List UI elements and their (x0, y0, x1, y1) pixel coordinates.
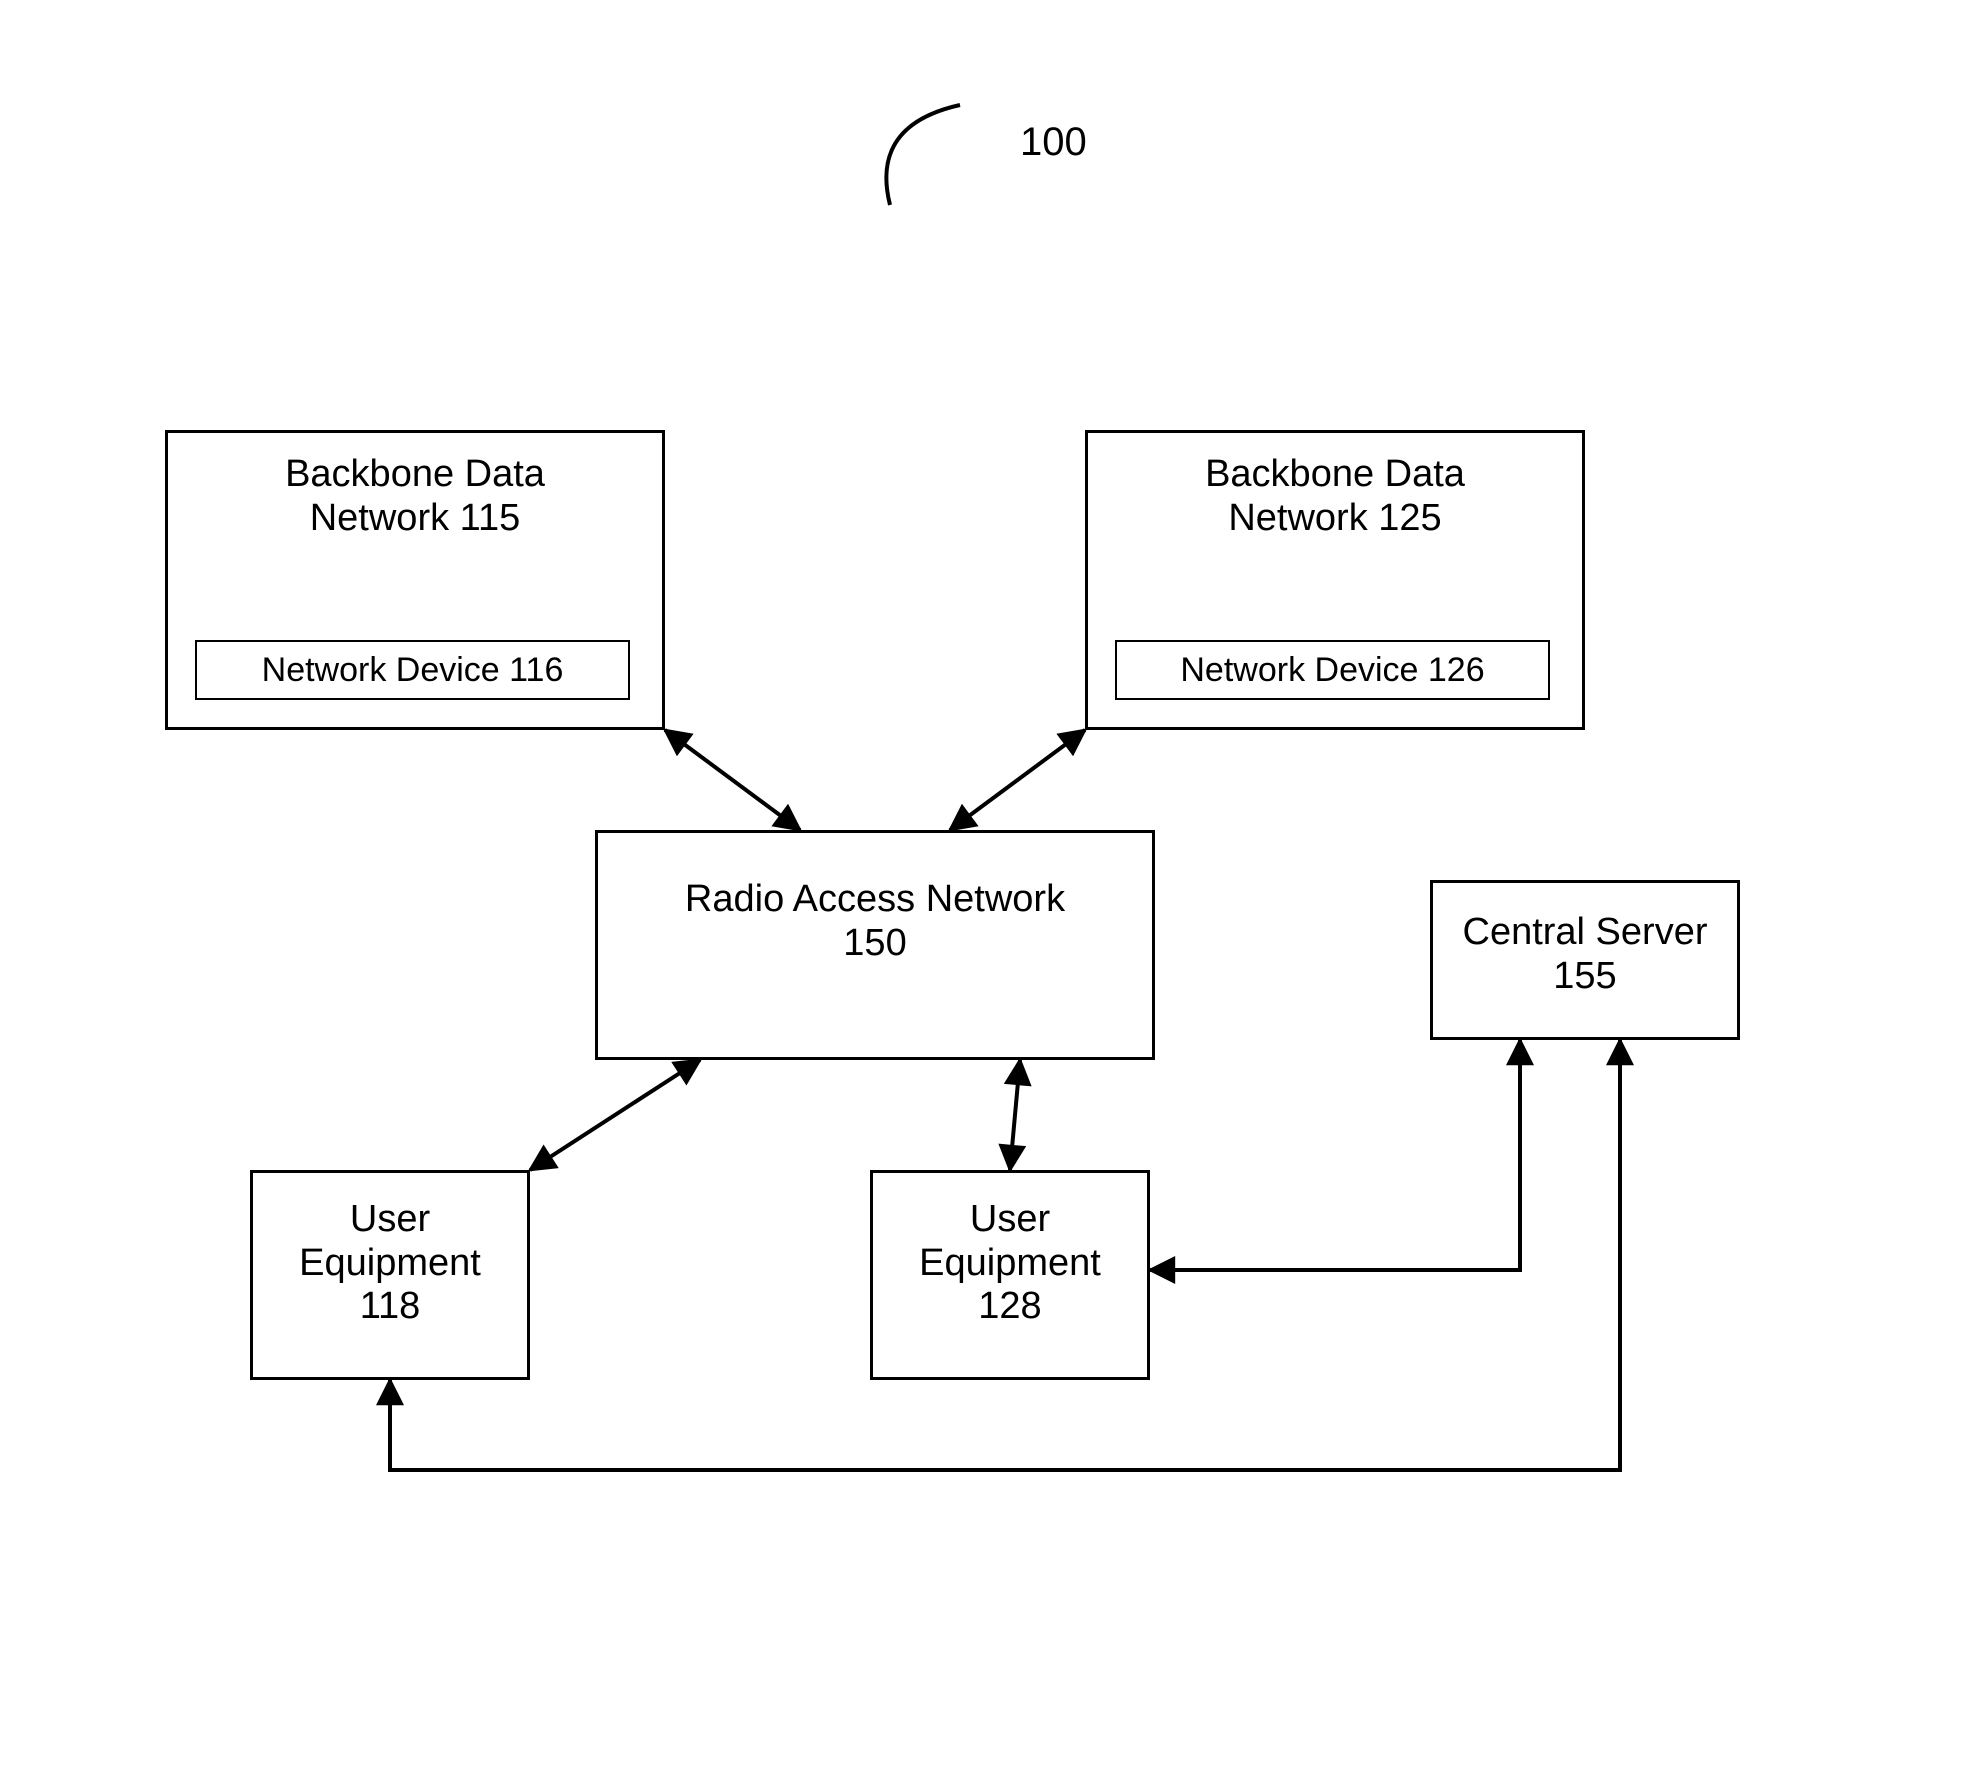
bdn-left-line2: Network 115 (310, 497, 521, 539)
node-central-server: Central Server 155 (1430, 880, 1740, 1040)
ue-left-line1: User (350, 1198, 430, 1240)
edge-4 (1150, 1040, 1520, 1270)
nd-left-label: Network Device 116 (262, 651, 564, 690)
cs-line2: 155 (1553, 955, 1616, 997)
edge-1 (950, 730, 1085, 830)
figure-curve (886, 105, 960, 205)
diagram-canvas: 100 Backbone Data Network 115 Network De… (0, 0, 1966, 1778)
edge-3 (1010, 1060, 1020, 1170)
ue-right-line3: 128 (978, 1285, 1041, 1327)
nd-right-label: Network Device 126 (1180, 651, 1484, 690)
ue-left-line2: Equipment (299, 1242, 481, 1284)
bdn-right-line2: Network 125 (1228, 497, 1441, 539)
bdn-right-line1: Backbone Data (1205, 453, 1465, 495)
figure-number: 100 (1020, 120, 1087, 165)
ran-line2: 150 (843, 922, 906, 964)
ran-line1: Radio Access Network (685, 878, 1065, 920)
node-ran: Radio Access Network 150 (595, 830, 1155, 1060)
ue-left-line3: 118 (360, 1285, 421, 1327)
node-ue-right: User Equipment 128 (870, 1170, 1150, 1380)
node-network-device-right: Network Device 126 (1115, 640, 1550, 700)
node-ue-left: User Equipment 118 (250, 1170, 530, 1380)
ue-right-line1: User (970, 1198, 1050, 1240)
edge-2 (530, 1060, 700, 1170)
ue-right-line2: Equipment (919, 1242, 1101, 1284)
cs-line1: Central Server (1463, 911, 1708, 953)
bdn-left-line1: Backbone Data (285, 453, 545, 495)
node-network-device-left: Network Device 116 (195, 640, 630, 700)
edge-0 (665, 730, 800, 830)
